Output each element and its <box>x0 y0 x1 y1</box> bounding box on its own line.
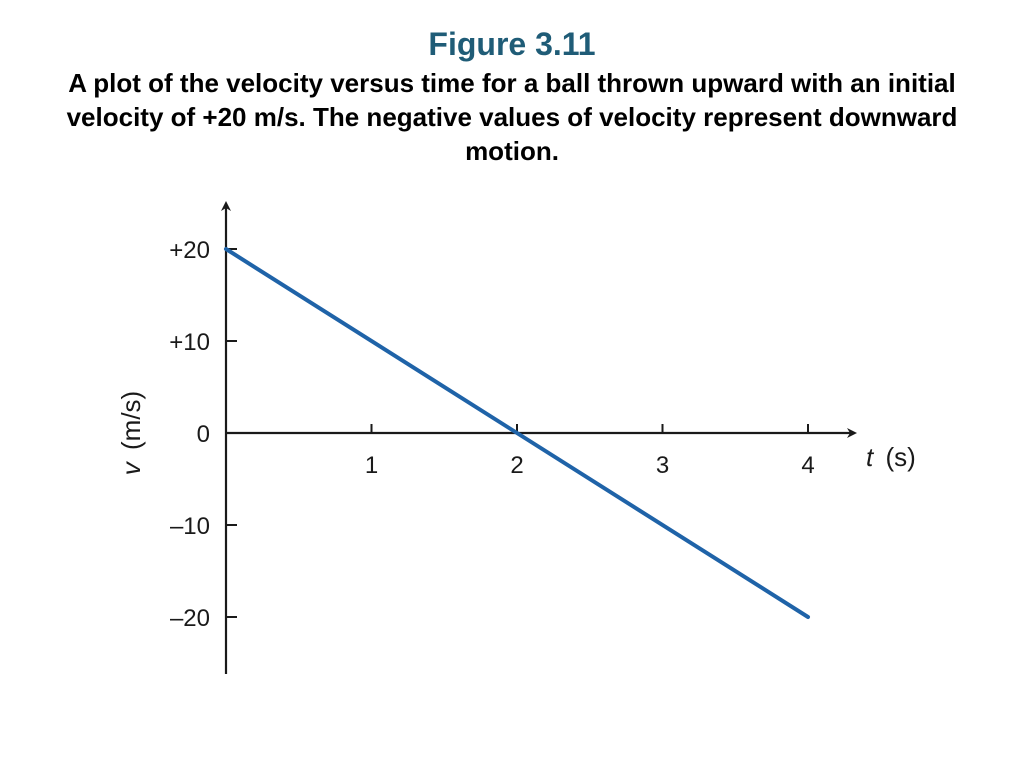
series-layer <box>224 247 810 619</box>
x-axis-variable: t <box>866 442 875 472</box>
y-tick-label-20: +20 <box>169 237 210 264</box>
figure-caption: A plot of the velocity versus time for a… <box>66 68 958 166</box>
y-tick-label--10: –10 <box>170 513 210 540</box>
x-tick-label-4: 4 <box>801 452 814 479</box>
y-axis-label: v (m/s) <box>116 391 146 475</box>
x-ticks: 1 2 3 4 <box>365 424 815 479</box>
velocity-series-line-0 <box>224 247 810 619</box>
y-tick-label-10: +10 <box>169 329 210 356</box>
x-tick-label-1: 1 <box>365 452 378 479</box>
figure-title: Figure 3.11 <box>428 26 596 62</box>
y-axis-unit: (m/s) <box>116 391 146 450</box>
x-tick-label-3: 3 <box>656 452 669 479</box>
x-axis-unit: (s) <box>885 442 915 472</box>
y-tick-label--20: –20 <box>170 605 210 632</box>
x-tick-label-2: 2 <box>510 452 523 479</box>
y-axis-variable: v <box>116 460 146 475</box>
y-tick-label-0: 0 <box>197 421 210 448</box>
x-axis-label: t (s) <box>866 442 916 472</box>
y-ticks: +20 +10 0 –10 –20 <box>169 237 237 632</box>
